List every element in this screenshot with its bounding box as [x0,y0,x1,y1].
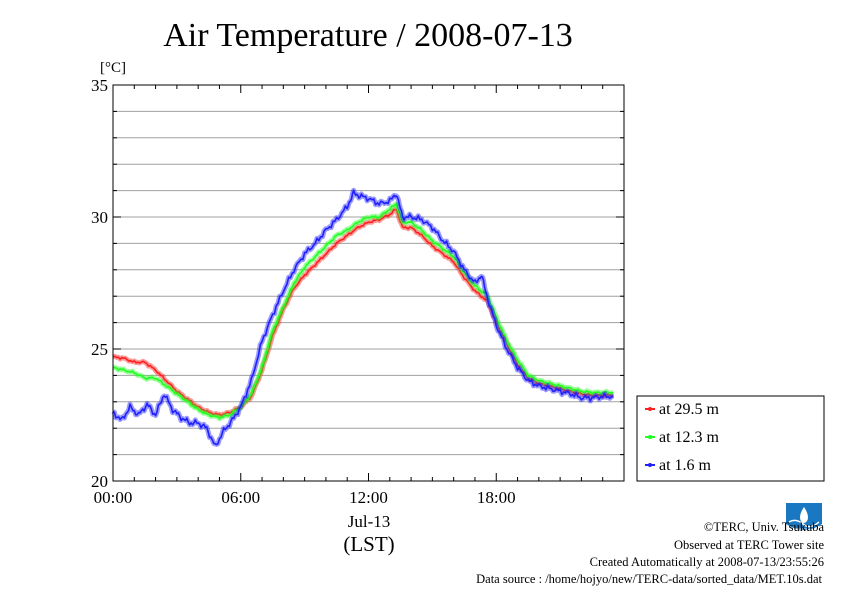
legend-label: at 1.6 m [659,457,712,474]
x-axis-date: Jul-13 [348,512,391,531]
x-tick-label: 12:00 [349,488,388,507]
copyright-text: ©TERC, Univ. Tsukuba [704,520,825,534]
legend-marker [648,463,652,467]
series-halo [111,187,615,447]
series-line [112,189,614,446]
y-tick-label: 30 [91,208,108,227]
terc-logo: TERC [786,503,822,535]
x-tick-label: 18:00 [477,488,516,507]
terc-logo-text: TERC [796,529,813,535]
y-axis-unit: [°C] [100,60,126,76]
series-layer [111,187,615,447]
legend-marker [648,435,652,439]
y-tick-label: 35 [91,76,108,95]
legend-label: at 29.5 m [659,401,720,418]
series-line [112,203,614,420]
grid-lines [113,110,624,456]
legend-box [636,395,825,482]
source-text: Data source : /home/hojyo/new/TERC-data/… [476,572,822,586]
series-line [112,208,614,417]
chart-title: Air Temperature / 2008-07-13 [163,17,573,54]
legend: at 29.5 m at 12.3 m at 1.6 m [636,395,825,482]
y-tick-label: 20 [91,472,108,491]
x-axis-ticks: 00:00 06:00 12:00 18:00 [94,85,625,507]
legend-marker [648,407,652,411]
legend-label: at 12.3 m [659,429,720,446]
y-tick-label: 25 [91,340,108,359]
y-axis-ticks: 20 25 30 35 [91,76,624,491]
created-text: Created Automatically at 2008-07-13/23:5… [590,555,824,569]
observed-text: Observed at TERC Tower site [674,538,824,552]
x-axis-label: (LST) [343,532,394,556]
x-tick-label: 06:00 [221,488,260,507]
x-tick-label: 00:00 [94,488,133,507]
